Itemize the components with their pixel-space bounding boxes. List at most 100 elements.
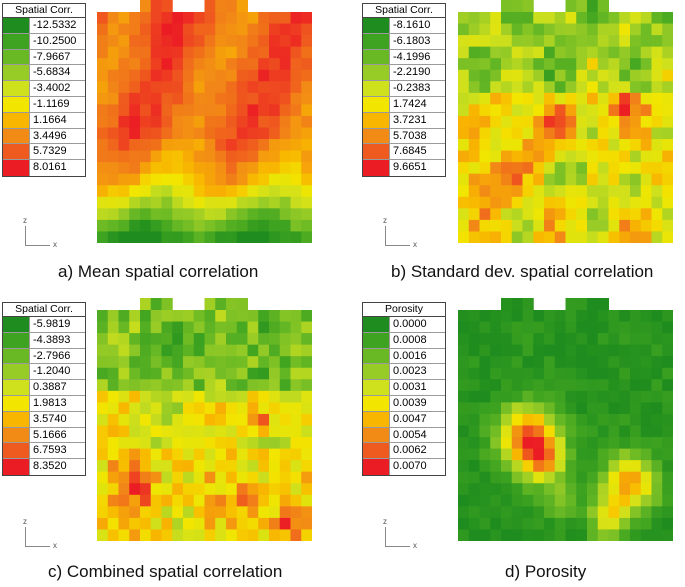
heatmap-cell: [640, 483, 652, 496]
heatmap-cell: [161, 219, 173, 232]
heatmap-cell: [247, 115, 259, 128]
heatmap-cell: [522, 483, 534, 496]
heatmap-cell: [576, 483, 588, 496]
heatmap-cell: [565, 0, 577, 13]
legend-swatch: [3, 411, 30, 427]
heatmap-cell: [522, 506, 534, 519]
heatmap-cell: [290, 115, 302, 128]
heatmap-cell: [565, 379, 577, 392]
heatmap-cell: [279, 494, 291, 507]
heatmap-cell: [533, 356, 545, 369]
heatmap-cell: [554, 321, 566, 334]
heatmap-cell: [468, 413, 480, 426]
heatmap-cell: [662, 58, 673, 71]
heatmap-cell: [193, 367, 205, 380]
heatmap-cell: [565, 344, 577, 357]
heatmap-cell: [172, 321, 184, 334]
heatmap-cell: [247, 173, 259, 186]
legend-combined: Spatial Corr. -5.9819 -4.3893 -2.7966 -1.20…: [2, 302, 86, 476]
heatmap-cell: [544, 517, 556, 530]
legend-label: -2.2190: [393, 66, 431, 79]
heatmap-cell: [511, 208, 523, 221]
heatmap-cell: [468, 448, 480, 461]
heatmap-cell: [107, 231, 119, 243]
heatmap-cell: [226, 139, 238, 152]
heatmap-cell: [490, 231, 502, 243]
heatmap-cell: [662, 115, 673, 128]
heatmap-cell: [290, 413, 302, 426]
heatmap-cell: [522, 298, 534, 311]
heatmap-cell: [458, 162, 470, 175]
heatmap-cell: [269, 448, 281, 461]
heatmap-cell: [97, 12, 109, 25]
heatmap-cell: [236, 35, 248, 48]
heatmap-cell: [522, 231, 534, 243]
heatmap-cell: [608, 115, 620, 128]
heatmap-cell: [236, 529, 248, 541]
heatmap-cell: [150, 81, 162, 94]
heatmap-cell: [533, 517, 545, 530]
heatmap-cell: [662, 150, 673, 163]
heatmap-cell: [118, 173, 130, 186]
legend-label: -4.3893: [33, 333, 71, 346]
heatmap-cell: [172, 344, 184, 357]
heatmap-cell: [226, 0, 238, 13]
heatmap-cell: [290, 139, 302, 152]
heatmap-cell: [290, 173, 302, 186]
heatmap-cell: [468, 402, 480, 415]
heatmap-cell: [269, 344, 281, 357]
heatmap-cell: [183, 344, 195, 357]
heatmap-cell: [247, 413, 259, 426]
heatmap-cell: [544, 437, 556, 450]
heatmap-cell: [140, 333, 152, 346]
heatmap-cell: [258, 150, 270, 163]
legend-swatch: [363, 395, 390, 411]
heatmap-cell: [226, 115, 238, 128]
heatmap-cell: [597, 460, 609, 473]
heatmap-cell: [565, 35, 577, 48]
heatmap-cell: [193, 333, 205, 346]
heatmap-cell: [490, 92, 502, 105]
heatmap-cell: [193, 219, 205, 232]
heatmap-cell: [662, 35, 673, 48]
heatmap-cell: [236, 471, 248, 484]
heatmap-cell: [533, 69, 545, 82]
heatmap-cell: [565, 483, 577, 496]
heatmap-cell: [554, 115, 566, 128]
heatmap-cell: [172, 185, 184, 198]
heatmap-cell: [247, 471, 259, 484]
legend-label: -5.6834: [33, 66, 71, 79]
heatmap-cell: [301, 208, 312, 221]
heatmap-cell: [118, 231, 130, 243]
heatmap-cell: [554, 529, 566, 541]
heatmap-cell: [576, 231, 588, 243]
heatmap-cell: [554, 437, 566, 450]
heatmap-cell: [608, 471, 620, 484]
heatmap-cell: [161, 162, 173, 175]
heatmap-cell: [226, 208, 238, 221]
heatmap-cell: [269, 150, 281, 163]
heatmap-cell: [565, 139, 577, 152]
heatmap-cell: [533, 12, 545, 25]
heatmap-cell: [183, 483, 195, 496]
heatmap-cell: [597, 196, 609, 209]
heatmap-cell: [608, 506, 620, 519]
heatmap-cell: [651, 150, 663, 163]
heatmap-cell: [458, 529, 470, 541]
heatmap-cell: [662, 460, 673, 473]
heatmap-cell: [193, 23, 205, 36]
heatmap-cell: [183, 208, 195, 221]
caption-porosity: d) Porosity: [505, 562, 587, 581]
heatmap-cell: [215, 35, 227, 48]
heatmap-cell: [511, 185, 523, 198]
heatmap-cell: [651, 494, 663, 507]
heatmap-cell: [490, 173, 502, 186]
heatmap-cell: [161, 298, 173, 311]
heatmap-cell: [587, 35, 599, 48]
heatmap-cell: [619, 321, 631, 334]
heatmap-cell: [608, 173, 620, 186]
heatmap-cell: [150, 390, 162, 403]
heatmap-cell: [193, 104, 205, 117]
heatmap-cell: [608, 185, 620, 198]
heatmap-cell: [279, 506, 291, 519]
